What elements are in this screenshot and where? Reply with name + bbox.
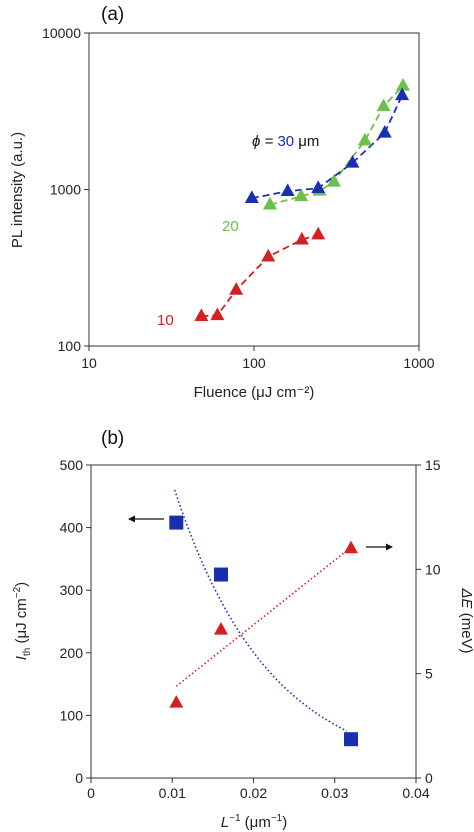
b-y-tick-label: 100 [60, 707, 84, 723]
delta-e-axis-arrow [366, 543, 393, 551]
panel-a-phi-annotation: ϕ = 30 μm [252, 133, 319, 150]
b-y-tick-label: 300 [60, 582, 84, 598]
panel-a-x-axis-label: Fluence (μJ cm⁻²) [194, 384, 315, 401]
a-x-tick-label: 100 [242, 355, 266, 371]
panel-a-label: (a) [101, 4, 124, 25]
y-unit: (μJ cm [13, 598, 30, 647]
y2-unit: (meV) [458, 609, 474, 654]
series-20-point [262, 196, 277, 210]
panel-b-y-axis-label: Ith (μJ cm−2) [12, 582, 33, 660]
b-x-tick-label: 0 [87, 785, 95, 801]
panel-b-label: (b) [101, 428, 124, 449]
y-unit-exp: −2 [12, 586, 23, 598]
series-30-point [244, 190, 259, 203]
series-20-point [396, 77, 411, 91]
delta-e-point [169, 695, 184, 708]
b-y2-tick-label: 15 [425, 457, 441, 473]
a-y-tick-label: 100 [58, 338, 82, 354]
y2-symbol: ΔE [458, 587, 474, 609]
panel-b-y2-axis-label: ΔE (meV) [458, 587, 474, 653]
y-sub: th [22, 648, 33, 656]
panel-a-markers [194, 77, 411, 322]
a-x-tick-label: 1000 [403, 355, 434, 371]
delta-e-fit-line [175, 549, 348, 687]
ith-point [344, 732, 358, 747]
b-x-tick-label: 0.01 [159, 785, 186, 801]
x-unit-exp: −1 [271, 813, 283, 824]
phi-suffix: μm [294, 133, 319, 150]
panel-a-ticks [84, 32, 420, 351]
x-unit-close: ) [282, 814, 287, 831]
series-10-point [294, 231, 309, 245]
series-20-label: 20 [222, 218, 239, 235]
series-30-point [395, 87, 410, 101]
series-30-line [251, 94, 403, 200]
series-30-point [280, 183, 295, 197]
ith-point [169, 515, 184, 530]
x-symbol: L [221, 814, 229, 831]
a-y-tick-label: 1000 [50, 182, 81, 198]
phi-value: 30 [277, 133, 294, 150]
series-30-point [345, 155, 360, 168]
panel-b-markers [169, 515, 358, 747]
panel-b-plot-frame [90, 464, 417, 779]
panel-b-ticks [86, 464, 421, 783]
b-y-tick-label: 500 [60, 457, 84, 473]
panel-a-y-axis-label: PL intensity (a.u.) [9, 132, 26, 248]
series-30-point [377, 125, 392, 138]
b-y-tick-label: 0 [75, 770, 83, 786]
b-y2-tick-label: 5 [425, 666, 433, 682]
b-x-tick-label: 0.04 [402, 785, 429, 801]
a-y-tick-label: 10000 [42, 25, 81, 41]
series-20-point [357, 132, 372, 146]
panel-b-fit-lines [173, 489, 348, 732]
b-y2-tick-label: 0 [425, 770, 433, 786]
series-20-point [326, 173, 341, 187]
b-y-tick-label: 200 [60, 645, 84, 661]
x-exp: −1 [229, 813, 241, 824]
y-symbol: I [13, 656, 30, 660]
ith-point [214, 567, 228, 582]
b-y-tick-label: 400 [60, 520, 84, 536]
delta-e-point [344, 540, 358, 554]
series-10-point [229, 282, 244, 295]
series-10-point [261, 248, 276, 262]
panel-b: (b) 0 0.01 0.02 0.03 0.040100200300400500051… [12, 428, 474, 831]
b-y2-tick-label: 10 [425, 561, 441, 577]
b-x-tick-label: 0.03 [321, 785, 348, 801]
panel-b-x-axis-label: L−1 (μm−1) [221, 813, 287, 831]
ith-axis-arrow [128, 515, 164, 523]
series-10-label: 10 [157, 312, 174, 329]
series-20-point [376, 98, 391, 112]
series-10-point [311, 226, 326, 240]
panel-a-plot-frame [88, 32, 420, 347]
series-30-point [311, 180, 326, 193]
series-10-line [201, 233, 319, 318]
series-10-point [210, 307, 225, 321]
a-x-tick-label: 10 [81, 355, 97, 371]
x-unit: (μm [241, 814, 271, 831]
phi-prefix: ϕ = [252, 133, 277, 150]
delta-e-point [214, 622, 228, 635]
y-unit-close: ) [13, 582, 30, 587]
ith-fit-line [173, 489, 348, 732]
b-x-tick-label: 0.02 [240, 785, 267, 801]
series-20-point [294, 188, 309, 202]
series-10-point [194, 308, 209, 322]
